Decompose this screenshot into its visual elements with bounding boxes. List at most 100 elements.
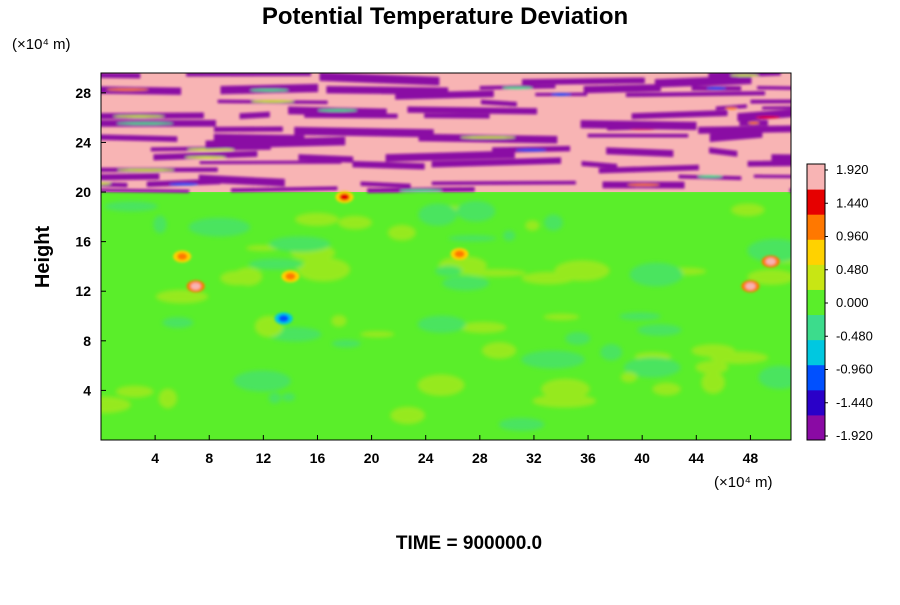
colorbar-swatch <box>807 364 825 391</box>
texture-patch <box>281 393 296 402</box>
texture-patch <box>730 203 765 217</box>
colorbar-swatch <box>807 314 825 341</box>
feature <box>186 280 205 293</box>
texture-patch <box>104 201 158 212</box>
stratified-band <box>352 161 425 170</box>
feature-core <box>745 282 756 290</box>
stratified-band <box>101 188 190 193</box>
colorbar-frame <box>806 163 826 441</box>
texture-patch <box>360 331 395 338</box>
feature-core <box>765 257 776 265</box>
band-edge <box>697 175 723 178</box>
colorbar-tick-label: -0.480 <box>836 328 873 343</box>
texture-patch <box>762 246 791 257</box>
stratified-band <box>385 150 515 162</box>
stratified-band <box>186 73 312 77</box>
y-axis-label: Height <box>32 226 54 289</box>
band-edge <box>117 168 175 172</box>
stratified-band <box>709 147 738 157</box>
texture-patch <box>115 385 154 398</box>
stratified-band <box>298 154 354 163</box>
band-edge <box>250 100 295 103</box>
stratified-band <box>431 180 576 186</box>
texture-patch <box>481 342 517 359</box>
colorbar-swatch <box>807 289 825 316</box>
texture-patch <box>448 235 497 242</box>
colorbar: 1.920 1.440 0.960 0.480 0.000 -0.480 -0.960 -1.… <box>806 162 873 443</box>
feature-core <box>177 253 188 260</box>
texture-patch <box>532 394 597 408</box>
texture-patch <box>331 314 347 327</box>
texture-patch <box>417 374 465 396</box>
y-tick-label: 16 <box>75 234 91 250</box>
band-edge <box>755 116 781 119</box>
colorbar-swatch <box>807 164 825 190</box>
colorbar-swatch <box>807 239 825 265</box>
x-axis-ticks: 4 8 12 16 20 24 28 32 36 40 44 48 <box>151 435 758 466</box>
x-tick-label: 16 <box>310 450 326 466</box>
x-tick-label: 4 <box>151 450 159 466</box>
band-edge <box>116 122 174 125</box>
colorbar-tick-label: 1.920 <box>836 162 869 177</box>
colorbar-swatch <box>807 214 825 240</box>
stratified-band <box>407 106 538 115</box>
x-tick-label: 40 <box>634 450 650 466</box>
plot-area <box>101 73 791 440</box>
band-edge <box>706 87 727 90</box>
texture-patch <box>543 313 580 321</box>
stratified-band <box>522 77 645 86</box>
band-edge <box>317 109 358 112</box>
texture-patch <box>701 371 726 394</box>
texture-patch <box>710 351 769 364</box>
texture-patch <box>158 388 178 409</box>
stratified-band <box>757 86 791 90</box>
feature <box>761 255 780 268</box>
colorbar-tick-label: 0.000 <box>836 295 869 310</box>
y-tick-label: 12 <box>75 283 91 299</box>
texture-patch <box>435 265 463 277</box>
stratified-band <box>101 73 141 79</box>
y-tick-label: 4 <box>83 382 91 398</box>
texture-patch <box>188 217 251 237</box>
band-edge <box>725 107 738 110</box>
texture-patch <box>101 396 131 414</box>
feature <box>335 190 354 203</box>
texture-patch <box>153 215 167 234</box>
band-edge <box>747 121 760 125</box>
x-tick-label: 44 <box>689 450 705 466</box>
feature <box>450 248 469 261</box>
texture-patch <box>695 360 729 374</box>
band-edge <box>627 183 660 187</box>
band-edge <box>550 93 572 96</box>
y-tick-label: 24 <box>75 134 91 150</box>
feature-core <box>190 282 201 290</box>
texture-patch <box>162 317 194 329</box>
texture-patch <box>758 365 791 390</box>
colorbar-tick-label: -1.440 <box>836 395 873 410</box>
colorbar-swatch <box>807 189 825 215</box>
stratified-band <box>424 113 490 119</box>
band-edge <box>112 115 165 118</box>
colorbar-tick-label: -0.960 <box>836 362 873 377</box>
x-unit-label: (×10⁴ m) <box>714 474 773 491</box>
texture-patch <box>442 275 490 291</box>
texture-patch <box>637 324 682 336</box>
x-tick-label: 36 <box>580 450 596 466</box>
colorbar-swatch <box>807 339 825 366</box>
band-edge <box>502 86 533 90</box>
band-edge <box>168 183 199 186</box>
texture-patch <box>620 372 638 383</box>
y-tick-label: 8 <box>83 333 91 349</box>
band-edge <box>184 156 227 159</box>
feature <box>741 280 760 293</box>
texture-patch <box>623 357 681 378</box>
x-tick-label: 28 <box>472 450 488 466</box>
stratified-band <box>598 164 699 174</box>
stratified-band <box>753 174 791 179</box>
stratified-band <box>199 160 342 165</box>
texture-patch <box>418 203 458 226</box>
texture-patch <box>565 331 591 345</box>
x-tick-label: 24 <box>418 450 434 466</box>
